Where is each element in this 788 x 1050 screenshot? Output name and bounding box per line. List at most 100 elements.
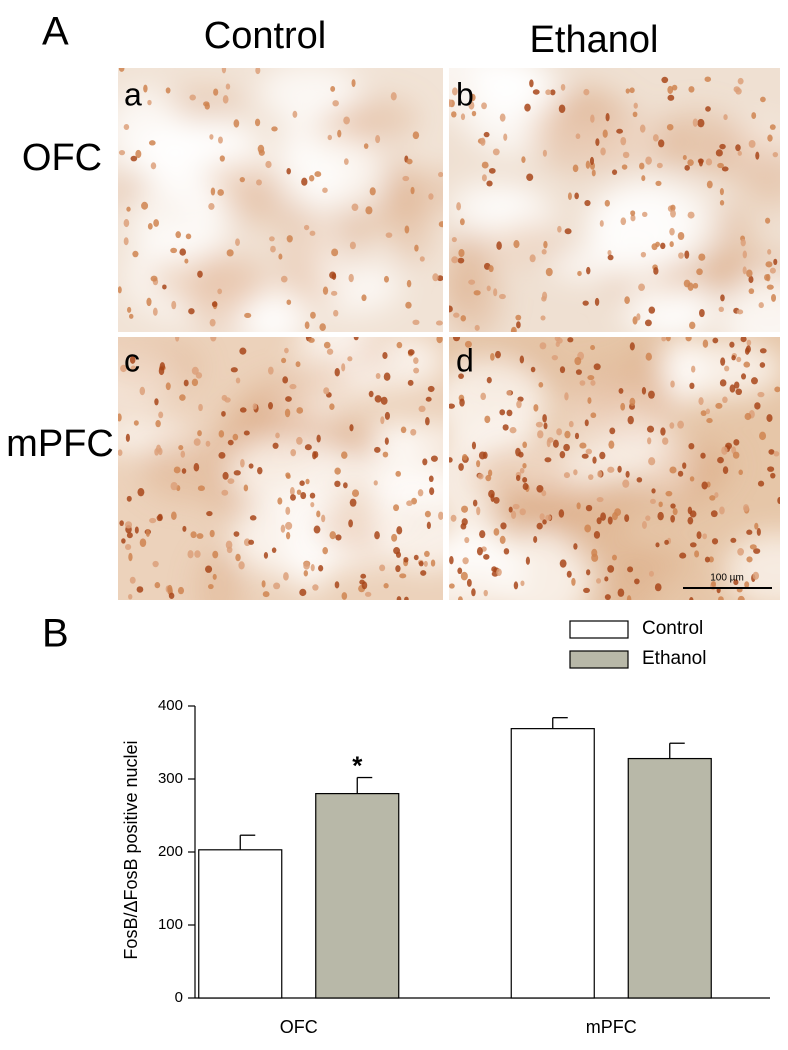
nucleus <box>593 530 601 539</box>
nucleus <box>457 596 463 600</box>
nucleus <box>420 570 427 576</box>
nucleus <box>150 162 157 170</box>
nucleus <box>126 206 131 212</box>
nucleus <box>179 248 187 256</box>
nucleus <box>449 305 453 313</box>
nucleus <box>559 451 566 459</box>
nucleus <box>449 99 453 107</box>
nucleus <box>715 402 723 409</box>
nucleus <box>579 442 587 449</box>
nucleus <box>249 515 257 521</box>
nucleus <box>330 290 338 296</box>
nucleus <box>224 397 231 403</box>
nucleus <box>573 469 578 476</box>
nucleus <box>661 76 669 84</box>
nucleus <box>737 547 744 556</box>
nucleus <box>579 380 586 386</box>
nucleus <box>135 149 142 159</box>
nucleus <box>543 240 548 249</box>
nucleus <box>733 381 740 389</box>
nucleus <box>537 430 544 439</box>
stain-region <box>196 548 243 600</box>
nucleus <box>280 524 286 533</box>
nucleus <box>607 249 612 256</box>
nucleus <box>678 252 684 259</box>
significance-marker: * <box>352 750 363 780</box>
nucleus <box>486 180 493 187</box>
nucleus <box>481 102 487 110</box>
pale-region <box>229 435 358 508</box>
nucleus <box>536 522 543 530</box>
image-label: a <box>124 76 142 112</box>
nucleus <box>351 489 360 498</box>
nucleus <box>641 387 647 395</box>
stain-region <box>391 194 434 264</box>
nucleus <box>452 87 458 96</box>
nucleus <box>583 587 590 593</box>
nucleus <box>730 537 737 543</box>
nucleus <box>432 273 439 282</box>
legend-label: Control <box>642 618 703 639</box>
nucleus <box>284 408 291 418</box>
nucleus <box>137 488 145 497</box>
nucleus <box>590 345 596 351</box>
nucleus <box>758 302 764 309</box>
nucleus <box>351 203 359 212</box>
nucleus <box>451 111 457 118</box>
micrographs <box>118 68 780 600</box>
nucleus <box>481 161 489 169</box>
nucleus <box>735 144 741 152</box>
nucleus <box>671 84 678 91</box>
nucleus <box>435 320 443 326</box>
nucleus <box>508 506 513 513</box>
nucleus <box>655 542 660 548</box>
nucleus <box>618 387 624 394</box>
nucleus <box>698 158 704 167</box>
nucleus <box>719 200 725 206</box>
nucleus <box>746 269 753 278</box>
nucleus <box>536 484 544 493</box>
nucleus <box>677 232 685 241</box>
nucleus <box>665 490 673 497</box>
nucleus <box>641 521 647 529</box>
nucleus <box>572 164 579 173</box>
nucleus <box>190 531 197 539</box>
nucleus <box>379 564 386 572</box>
nucleus <box>483 554 490 560</box>
nucleus <box>630 210 636 217</box>
nucleus <box>754 522 759 530</box>
nucleus <box>243 484 249 492</box>
nucleus <box>396 596 402 600</box>
nucleus <box>187 550 194 559</box>
nucleus <box>499 113 506 122</box>
nucleus <box>476 460 481 468</box>
nucleus <box>669 466 677 474</box>
nucleus <box>564 228 572 235</box>
nucleus <box>347 356 353 362</box>
nucleus <box>583 88 590 96</box>
nucleus <box>139 538 147 547</box>
nucleus <box>518 451 524 458</box>
image-label: c <box>124 342 140 378</box>
nucleus <box>304 321 310 329</box>
nucleus <box>677 420 684 429</box>
nucleus <box>551 355 559 361</box>
nucleus <box>740 337 747 343</box>
nucleus <box>717 456 724 464</box>
nucleus <box>556 337 563 344</box>
nucleus <box>687 506 693 515</box>
nucleus <box>708 556 714 563</box>
nucleus <box>472 499 478 507</box>
nucleus <box>509 427 517 434</box>
nucleus <box>128 552 133 562</box>
nucleus <box>330 85 336 92</box>
stain-region <box>706 126 780 180</box>
nucleus <box>414 244 419 252</box>
nucleus <box>134 526 139 534</box>
nucleus <box>154 398 159 406</box>
nucleus <box>149 517 157 524</box>
nucleus <box>689 476 695 482</box>
nucleus <box>424 550 430 557</box>
nucleus <box>751 112 757 119</box>
nucleus <box>413 367 420 374</box>
